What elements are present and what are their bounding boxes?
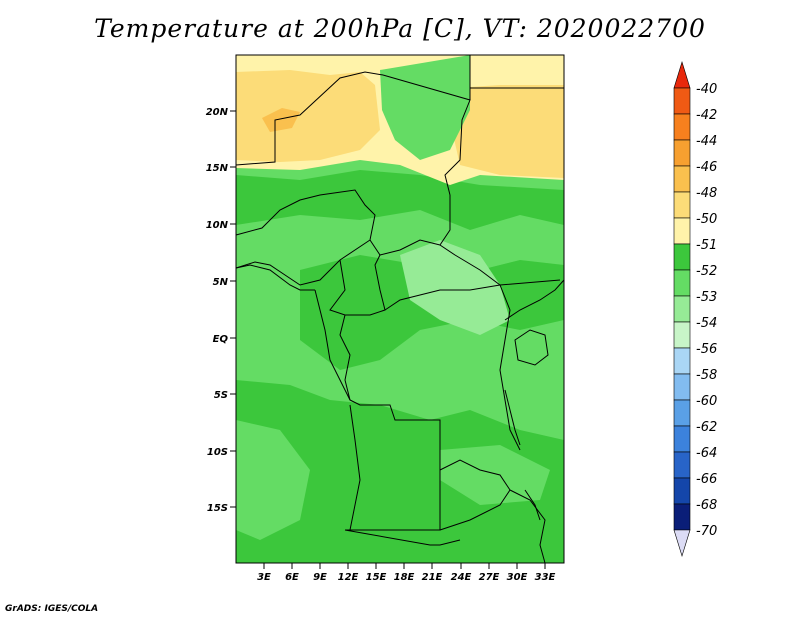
lon-axis: 3E 6E 9E 12E 15E 18E 21E 24E 27E 30E 33E <box>257 563 556 583</box>
lon-tick-label: 12E <box>338 572 359 583</box>
border-nigeria <box>235 189 376 286</box>
border-congo <box>384 284 501 311</box>
lon-tick-label: 21E <box>422 572 443 583</box>
colorbar-swatch <box>673 451 691 479</box>
lat-tick-label: 15S <box>207 503 228 514</box>
lat-tick-label: 10S <box>207 447 228 458</box>
colorbar-swatch <box>673 503 691 531</box>
field-green-north-wedge <box>380 55 470 160</box>
colorbar-swatch <box>673 139 691 167</box>
colorbar-top-arrow <box>673 60 691 89</box>
border-cameroon <box>329 254 386 316</box>
map-title: Temperature at 200hPa [C], VT: 202002270… <box>94 14 706 43</box>
colorbar-label: -48 <box>696 186 717 201</box>
colorbar-label: -40 <box>696 82 717 97</box>
country-borders <box>235 55 565 564</box>
border-zambia <box>439 459 511 531</box>
field-green-53-south-patch <box>236 420 310 540</box>
colorbar-label: -53 <box>696 290 717 305</box>
lon-tick-label: 33E <box>535 572 556 583</box>
field-warm-spot <box>262 108 300 132</box>
lon-tick-label: 6E <box>285 572 299 583</box>
colorbar-label: -44 <box>696 134 717 149</box>
colorbar-swatch <box>673 425 691 453</box>
colorbar-label: -68 <box>696 498 717 513</box>
colorbar-labels: -40 -42 -44 -46 -48 -50 -51 -52 -53 -54 … <box>696 82 717 539</box>
colorbar-swatch <box>673 295 691 323</box>
colorbar-label: -66 <box>696 472 717 487</box>
temperature-field <box>236 55 564 563</box>
colorbar-swatch <box>673 165 691 193</box>
lon-tick-label: 15E <box>366 572 387 583</box>
colorbar-swatch <box>673 321 691 349</box>
colorbar-label: -50 <box>696 212 717 227</box>
lon-tick-label: 9E <box>313 572 327 583</box>
lat-tick-label: 10N <box>206 220 229 231</box>
lat-tick-label: 20N <box>206 107 229 118</box>
lon-tick-label: 18E <box>394 572 415 583</box>
lon-tick-label: 27E <box>479 572 500 583</box>
coast-west-central <box>314 289 351 401</box>
colorbar <box>673 60 691 558</box>
credit-text: GrADS: IGES/COLA <box>5 604 99 614</box>
lat-tick-label: 5N <box>213 277 229 288</box>
lon-tick-label: 30E <box>507 572 528 583</box>
border-algeria-niger <box>235 71 384 166</box>
border-namibia <box>344 529 461 546</box>
colorbar-label: -42 <box>696 108 717 123</box>
lake-victoria <box>514 329 549 366</box>
lake-malawi <box>524 489 541 521</box>
colorbar-label: -54 <box>696 316 717 331</box>
coast-gulf-guinea <box>235 264 315 291</box>
lat-tick-label: 15N <box>206 163 229 174</box>
colorbar-swatch <box>673 113 691 141</box>
border-angola <box>345 404 441 531</box>
colorbar-label: -70 <box>696 524 717 539</box>
lat-tick-label: EQ <box>213 334 229 345</box>
field-warm-north-east <box>452 85 564 178</box>
border-east-africa <box>504 279 565 321</box>
lon-tick-label: 3E <box>257 572 271 583</box>
border-mozambique <box>509 489 546 564</box>
colorbar-swatch <box>673 477 691 505</box>
field-green-52-south <box>236 380 564 563</box>
colorbar-label: -58 <box>696 368 717 383</box>
colorbar-label: -64 <box>696 446 717 461</box>
colorbar-swatch <box>673 217 691 245</box>
colorbar-label: -46 <box>696 160 717 175</box>
colorbar-swatch <box>673 347 691 375</box>
plot-frame <box>235 54 565 564</box>
colorbar-swatch <box>673 191 691 219</box>
field-green-53-se-patch <box>440 445 550 505</box>
colorbar-swatch <box>673 87 691 115</box>
colorbar-label: -60 <box>696 394 717 409</box>
border-niger-chad <box>382 74 471 196</box>
border-car <box>369 239 441 256</box>
colorbar-label: -62 <box>696 420 717 435</box>
colorbar-bottom-arrow <box>673 529 691 558</box>
lat-tick-label: 5S <box>214 390 228 401</box>
lat-axis: 20N 15N 10N 5N EQ 5S 10S 15S <box>206 107 236 514</box>
colorbar-swatch <box>673 243 691 271</box>
colorbar-label: -51 <box>696 238 717 253</box>
field-green-54-east <box>400 240 510 335</box>
field-green-52-north <box>236 170 564 230</box>
colorbar-swatch <box>673 373 691 401</box>
border-drc-east <box>499 284 521 451</box>
lon-tick-label: 24E <box>451 572 472 583</box>
colorbar-label: -52 <box>696 264 717 279</box>
colorbar-label: -56 <box>696 342 717 357</box>
colorbar-swatch <box>673 269 691 297</box>
colorbar-swatch <box>673 399 691 427</box>
lake-tanganyika <box>504 389 521 446</box>
field-warm-north-west <box>236 70 380 162</box>
